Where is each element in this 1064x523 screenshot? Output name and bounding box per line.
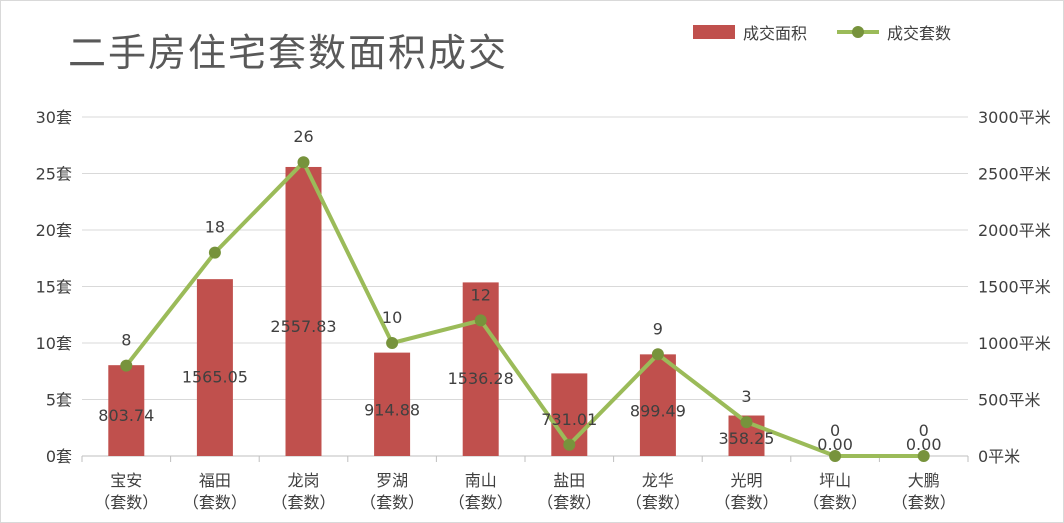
x-category-label: 大鹏: [908, 471, 940, 490]
bar-data-label: 1565.05: [182, 367, 248, 386]
line-data-label: 8: [121, 331, 131, 350]
x-category-sublabel: （套数）: [714, 493, 778, 512]
line-point: [917, 450, 930, 462]
line-point: [651, 348, 664, 361]
bar: [462, 282, 499, 456]
line-data-label: 10: [382, 308, 402, 327]
x-category-sublabel: （套数）: [94, 493, 158, 512]
x-category-label: 南山: [465, 471, 497, 490]
bar-data-label: 731.01: [541, 410, 597, 429]
y-left-tick-label: 30套: [36, 108, 72, 127]
legend-bar-swatch: [693, 25, 735, 39]
x-category-sublabel: （套数）: [183, 493, 247, 512]
bar: [285, 166, 322, 456]
line-point: [386, 337, 399, 349]
series-line: [124, 160, 924, 458]
line-point: [829, 450, 842, 462]
x-category-sublabel: （套数）: [271, 493, 335, 512]
x-category-sublabel: （套数）: [537, 493, 601, 512]
legend-item-area: 成交面积: [693, 20, 807, 44]
line-point: [120, 359, 133, 372]
x-category-label: 光明: [730, 471, 762, 490]
y-right-tick-label: 2000平米: [978, 221, 1051, 240]
y-right-tick-label: 1000平米: [978, 334, 1051, 353]
x-category-label: 宝安: [110, 471, 142, 490]
line-point: [297, 156, 310, 169]
line-data-label: 0: [830, 421, 840, 440]
x-category-sublabel: （套数）: [803, 493, 867, 512]
bar: [639, 354, 676, 456]
bar: [374, 352, 411, 456]
y-left-tick-label: 10套: [36, 334, 72, 353]
line-data-label: 18: [205, 218, 225, 237]
x-category-label: 福田: [199, 471, 231, 490]
line-data-label: 12: [471, 285, 491, 304]
x-category-label: 罗湖: [376, 471, 408, 490]
line-point: [563, 438, 576, 451]
line-point: [474, 314, 487, 327]
line-point: [740, 416, 753, 429]
chart-title: 二手房住宅套数面积成交: [68, 31, 509, 75]
y-right-tick-label: 500平米: [978, 391, 1041, 410]
line-point: [208, 246, 221, 259]
legend-label-count: 成交套数: [887, 24, 952, 43]
x-category-label: 坪山: [819, 471, 851, 490]
chart-legend: 成交面积 成交套数: [693, 20, 981, 44]
bar-data-label: 358.25: [719, 429, 775, 448]
y-right-tick-label: 3000平米: [978, 108, 1051, 127]
x-category-label: 盐田: [553, 471, 585, 490]
bar: [196, 279, 233, 456]
line-data-label: 0: [919, 421, 929, 440]
line-data-label: 3: [741, 387, 751, 406]
x-category-sublabel: （套数）: [449, 493, 513, 512]
legend-item-count: 成交套数: [837, 20, 951, 44]
bar: [108, 365, 145, 456]
bar-data-label: 0.00: [906, 435, 942, 454]
bar-data-label: 0.00: [817, 435, 853, 454]
bar-data-label: 803.74: [98, 406, 154, 425]
bar-data-label: 1536.28: [448, 369, 514, 388]
bar-data-label: 2557.83: [270, 317, 336, 336]
x-category-label: 龙华: [642, 471, 674, 490]
line-data-label: 9: [653, 319, 663, 338]
y-left-tick-label: 5套: [46, 391, 72, 410]
x-category-sublabel: （套数）: [626, 493, 690, 512]
x-category-sublabel: （套数）: [892, 493, 956, 512]
bar-data-label: 914.88: [364, 400, 420, 419]
y-right-tick-label: 2500平米: [978, 165, 1051, 184]
y-left-tick-label: 25套: [36, 165, 72, 184]
legend-line-swatch: [837, 26, 880, 38]
y-left-tick-label: 0套: [46, 447, 72, 466]
y-left-tick-label: 20套: [36, 221, 72, 240]
y-right-tick-label: 0平米: [978, 447, 1020, 466]
line-data-label: 26: [293, 127, 313, 146]
y-left-tick-label: 15套: [36, 278, 72, 297]
bar-data-label: 899.49: [630, 401, 686, 420]
y-right-tick-label: 1500平米: [978, 278, 1051, 297]
x-category-sublabel: （套数）: [360, 493, 424, 512]
x-category-label: 龙岗: [287, 471, 319, 490]
legend-label-area: 成交面积: [743, 24, 808, 43]
